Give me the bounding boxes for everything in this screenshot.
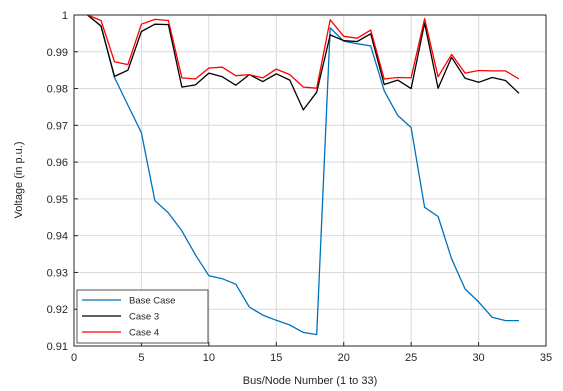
y-tick-label: 0.99 — [47, 47, 68, 59]
x-tick-label: 30 — [472, 352, 484, 364]
x-tick-label: 35 — [540, 352, 552, 364]
legend: Base Case Case 3 Case 4 — [76, 289, 209, 344]
x-axis-label: Bus/Node Number (1 to 33) — [243, 375, 378, 387]
y-tick-label: 0.92 — [47, 304, 68, 316]
y-tick-label: 0.98 — [47, 84, 68, 96]
plot-frame — [73, 14, 547, 347]
y-axis-label: Voltage (in p.u.) — [13, 141, 25, 218]
legend-label: Case 3 — [129, 312, 159, 323]
series-lines — [87, 14, 520, 336]
y-tick-label: 0.95 — [47, 194, 68, 206]
x-tick-label: 25 — [405, 352, 417, 364]
y-tick-label: 0.91 — [47, 341, 68, 353]
y-tick-label: 0.94 — [47, 231, 68, 243]
axis-ticks: 0 5 10 15 20 25 30 35 0.91 0.92 0.93 0.94 0.95 0.96 0.… — [47, 10, 553, 364]
series-line-base-case — [87, 14, 519, 336]
series-line-case-4 — [87, 14, 520, 89]
series-line-case-3 — [87, 14, 520, 111]
x-tick-label: 15 — [270, 352, 282, 364]
x-tick-label: 20 — [338, 352, 350, 364]
y-tick-label: 0.96 — [47, 157, 68, 169]
legend-label: Base Case — [129, 296, 175, 307]
x-tick-label: 0 — [71, 352, 77, 364]
legend-label: Case 4 — [129, 328, 159, 339]
y-tick-label: 1 — [62, 10, 68, 22]
x-tick-label: 10 — [203, 352, 215, 364]
x-tick-label: 5 — [138, 352, 144, 364]
y-tick-label: 0.97 — [47, 120, 68, 132]
y-tick-label: 0.93 — [47, 267, 68, 279]
